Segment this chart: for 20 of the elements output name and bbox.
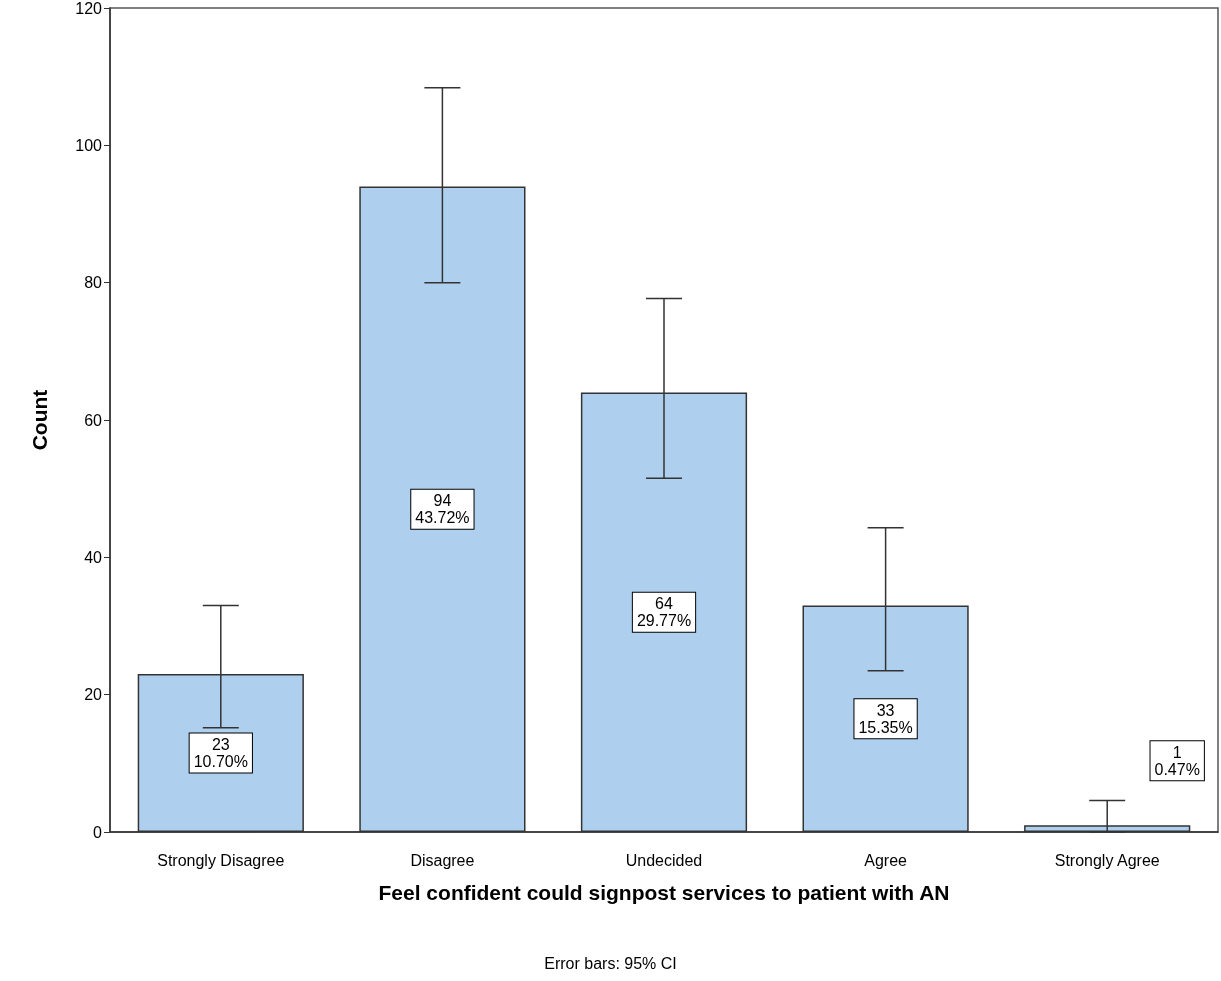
data-label: 64 29.77%	[636, 595, 692, 630]
x-tick-label: Strongly Agree	[1054, 851, 1160, 869]
data-label: 94 43.72%	[415, 492, 470, 527]
y-tick-label: 120	[75, 0, 103, 17]
x-tick-label: Undecided	[625, 851, 703, 869]
x-tick-label: Strongly Disagree	[157, 851, 285, 869]
y-tick-label: 0	[93, 823, 103, 841]
data-label: 1 0.47%	[1154, 744, 1200, 779]
text: Error bars: 95% CI	[544, 954, 677, 972]
x-tick-label: Agree	[864, 851, 908, 869]
y-tick-label: 20	[84, 686, 103, 704]
y-axis-title: Count	[28, 389, 51, 451]
data-label: 23 10.70%	[193, 736, 248, 771]
x-tick-label: Disagree	[410, 851, 475, 869]
y-tick-label: 80	[84, 274, 103, 292]
data-label: 33 15.35%	[858, 701, 913, 736]
y-tick-label: 40	[84, 548, 103, 566]
y-tick-label: 60	[84, 411, 103, 429]
x-axis-title: Feel confident could signpost services to patient with AN	[378, 881, 950, 904]
y-tick-label: 100	[75, 136, 103, 154]
